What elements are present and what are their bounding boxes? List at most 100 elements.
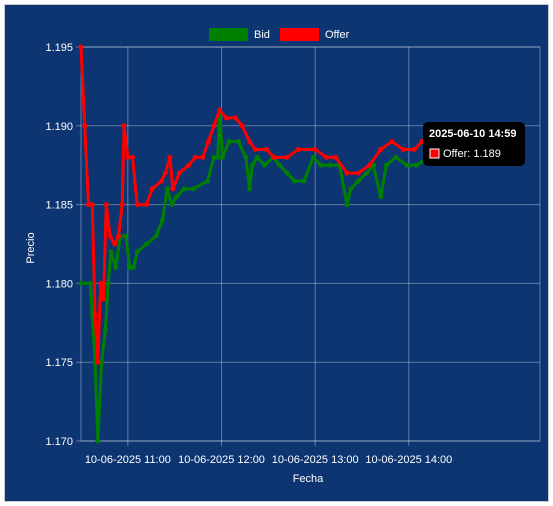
data-point-bid[interactable]: [113, 265, 119, 271]
data-point-bid[interactable]: [204, 178, 210, 184]
data-point-bid[interactable]: [105, 280, 111, 286]
data-point-bid[interactable]: [108, 249, 114, 255]
data-point-bid[interactable]: [284, 170, 290, 176]
data-point-bid[interactable]: [181, 186, 187, 192]
data-point-offer[interactable]: [103, 202, 109, 208]
data-point-offer[interactable]: [115, 233, 121, 239]
data-point-bid[interactable]: [99, 359, 105, 365]
data-point-offer[interactable]: [85, 202, 91, 208]
data-point-offer[interactable]: [107, 233, 113, 239]
data-point-bid[interactable]: [383, 162, 389, 168]
data-point-bid[interactable]: [127, 265, 133, 271]
data-point-offer[interactable]: [144, 202, 150, 208]
legend[interactable]: Bid Offer: [209, 28, 350, 41]
data-point-offer[interactable]: [284, 154, 290, 160]
data-point-offer[interactable]: [263, 146, 269, 152]
data-point-offer[interactable]: [271, 154, 277, 160]
data-point-bid[interactable]: [134, 249, 140, 255]
data-point-offer[interactable]: [78, 44, 84, 50]
data-point-offer[interactable]: [95, 359, 101, 365]
data-point-offer[interactable]: [121, 123, 127, 129]
data-point-offer[interactable]: [130, 154, 136, 160]
data-point-offer[interactable]: [119, 202, 125, 208]
data-point-bid[interactable]: [301, 178, 307, 184]
data-point-offer[interactable]: [134, 202, 140, 208]
data-point-bid[interactable]: [249, 162, 255, 168]
data-point-offer[interactable]: [367, 162, 373, 168]
data-point-bid[interactable]: [277, 162, 283, 168]
data-point-bid[interactable]: [327, 162, 333, 168]
data-point-bid[interactable]: [355, 178, 361, 184]
data-point-bid[interactable]: [247, 186, 253, 192]
data-point-offer[interactable]: [98, 280, 104, 286]
data-point-offer[interactable]: [295, 146, 301, 152]
data-point-bid[interactable]: [292, 178, 298, 184]
data-point-offer[interactable]: [223, 115, 229, 121]
data-point-bid[interactable]: [169, 202, 175, 208]
data-point-offer[interactable]: [92, 312, 98, 318]
data-point-bid[interactable]: [393, 154, 399, 160]
y-tick-label: 1.170: [45, 436, 73, 448]
data-point-offer[interactable]: [217, 107, 223, 113]
data-point-bid[interactable]: [174, 194, 180, 200]
data-point-offer[interactable]: [233, 115, 239, 121]
data-point-offer[interactable]: [400, 146, 406, 152]
data-point-bid[interactable]: [348, 186, 354, 192]
data-point-offer[interactable]: [186, 162, 192, 168]
data-point-bid[interactable]: [87, 280, 93, 286]
data-point-offer[interactable]: [344, 170, 350, 176]
data-point-offer[interactable]: [89, 202, 95, 208]
data-point-offer[interactable]: [389, 139, 395, 145]
data-point-offer[interactable]: [211, 123, 217, 129]
data-point-bid[interactable]: [318, 162, 324, 168]
data-point-bid[interactable]: [226, 139, 232, 145]
data-point-bid[interactable]: [243, 154, 249, 160]
data-point-offer[interactable]: [239, 123, 245, 129]
data-point-offer[interactable]: [247, 139, 253, 145]
data-point-offer[interactable]: [162, 170, 168, 176]
data-point-offer[interactable]: [149, 186, 155, 192]
data-point-bid[interactable]: [164, 186, 170, 192]
data-point-bid[interactable]: [262, 162, 268, 168]
data-point-offer[interactable]: [159, 178, 165, 184]
data-point-bid[interactable]: [254, 154, 260, 160]
data-point-bid[interactable]: [159, 217, 165, 223]
data-point-bid[interactable]: [364, 170, 370, 176]
data-point-offer[interactable]: [200, 154, 206, 160]
data-point-bid[interactable]: [211, 154, 217, 160]
data-point-offer[interactable]: [252, 146, 258, 152]
data-point-offer[interactable]: [125, 154, 131, 160]
data-point-offer[interactable]: [205, 139, 211, 145]
data-point-bid[interactable]: [344, 202, 350, 208]
data-point-offer[interactable]: [176, 170, 182, 176]
data-point-bid[interactable]: [235, 139, 241, 145]
data-point-offer[interactable]: [333, 154, 339, 160]
data-point-bid[interactable]: [404, 162, 410, 168]
data-point-bid[interactable]: [123, 233, 129, 239]
data-point-offer[interactable]: [312, 146, 318, 152]
data-point-bid[interactable]: [102, 328, 108, 334]
data-point-offer[interactable]: [170, 186, 176, 192]
data-point-offer[interactable]: [411, 146, 417, 152]
data-point-bid[interactable]: [215, 154, 221, 160]
data-point-offer[interactable]: [100, 296, 106, 302]
data-point-bid[interactable]: [219, 154, 225, 160]
data-point-offer[interactable]: [378, 146, 384, 152]
data-point-bid[interactable]: [144, 241, 150, 247]
data-point-offer[interactable]: [112, 241, 118, 247]
data-point-bid[interactable]: [310, 154, 316, 160]
data-point-offer[interactable]: [355, 170, 361, 176]
data-point-bid[interactable]: [78, 280, 84, 286]
data-point-bid[interactable]: [378, 194, 384, 200]
data-point-bid[interactable]: [153, 233, 159, 239]
data-point-offer[interactable]: [167, 154, 173, 160]
data-point-offer[interactable]: [323, 154, 329, 160]
data-point-offer[interactable]: [192, 154, 198, 160]
data-point-bid[interactable]: [95, 438, 101, 444]
data-point-bid[interactable]: [413, 162, 419, 168]
data-point-bid[interactable]: [190, 186, 196, 192]
data-point-bid[interactable]: [130, 265, 136, 271]
legend-item-bid[interactable]: Bid: [209, 28, 270, 41]
data-point-offer[interactable]: [82, 123, 88, 129]
legend-item-offer[interactable]: Offer: [280, 28, 350, 41]
